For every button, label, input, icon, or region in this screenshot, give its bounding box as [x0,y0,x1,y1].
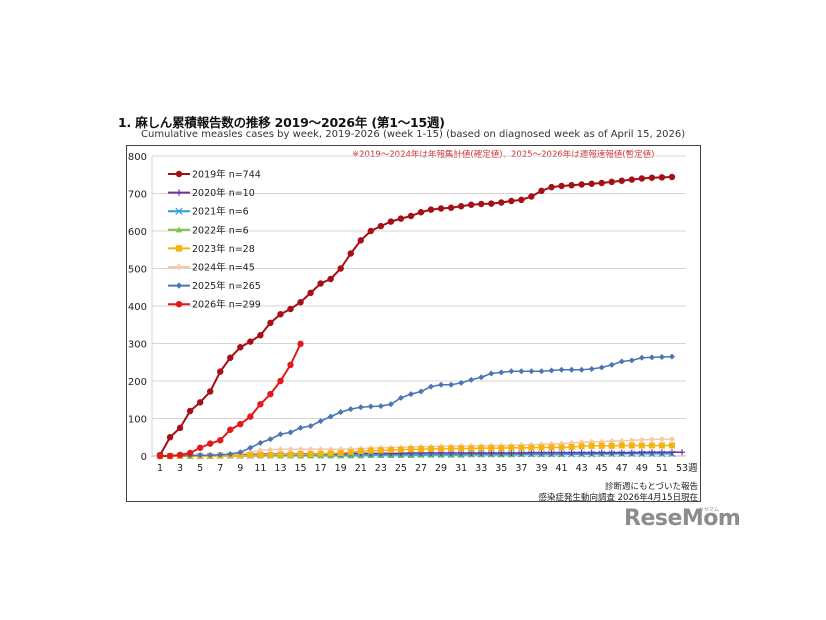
x-tick-label: 27 [415,463,427,474]
x-tick-label: 7 [217,463,223,474]
x-unit-label: 週 [688,462,698,474]
y-tick-label: 700 [128,190,147,201]
x-tick-label: 53 [676,463,688,474]
y-tick-label: 800 [128,152,147,163]
chart-title: 1. 麻しん累積報告数の推移 2019～2026年 (第1～15週) [118,115,445,130]
x-tick-label: 19 [335,463,347,474]
x-tick-label: 31 [455,463,467,474]
legend-item: 2023年 n=28 [168,243,255,255]
legend-label: 2021年 n=6 [192,206,249,218]
x-tick-label: 41 [555,463,567,474]
x-tick-label: 13 [274,463,286,474]
x-tick-label: 11 [254,463,266,474]
x-tick-label: 51 [656,463,668,474]
x-tick-label: 1 [157,463,163,474]
x-tick-label: 25 [395,463,407,474]
legend-item: 2022年 n=6 [168,224,249,236]
x-tick-label: 47 [616,463,628,474]
legend-label: 2020年 n=10 [192,187,255,199]
data-source-note: ※2019～2024年は年報集計値(確定値)、2025～2026年は週報速報値(… [352,150,655,160]
x-tick-label: 21 [355,463,367,474]
x-tick-label: 29 [435,463,447,474]
series-2025 [157,353,675,459]
legend-label: 2023年 n=28 [192,243,255,255]
gridlines [152,155,686,419]
footnote-survey-date: 感染症発生動向調査 2026年4月15日現在 [538,493,698,503]
x-tick-label: 33 [475,463,487,474]
x-tick-label: 35 [495,463,507,474]
resemom-logo: ReseMom [624,506,741,531]
y-tick-label: 0 [141,452,147,463]
x-tick-label: 49 [636,463,648,474]
series-2019 [156,173,676,459]
x-tick-label: 5 [197,463,203,474]
x-tick-label: 23 [375,463,387,474]
y-tick-label: 400 [128,302,147,313]
series-lines [156,173,685,460]
legend-label: 2019年 n=744 [192,169,261,181]
footnote-diagnosis-week: 診断週にもとづいた報告 [605,482,698,492]
x-tick-label: 17 [315,463,327,474]
chart-subtitle: Cumulative measles cases by week, 2019-2… [141,129,686,140]
series-2026 [156,340,304,460]
legend-item: 2019年 n=744 [168,169,261,181]
y-tick-label: 300 [128,340,147,351]
legend-label: 2022年 n=6 [192,224,249,236]
legend-label: 2026年 n=299 [192,299,261,311]
legend-item: 2020年 n=10 [168,187,255,199]
x-tick-label: 9 [237,463,243,474]
x-tick-label: 37 [515,463,527,474]
legend: 2019年 n=744 2020年 n=10 2021年 n=6 2022年 n=6 2… [168,169,261,311]
legend-label: 2025年 n=265 [192,280,261,292]
legend-item: 2024年 n=45 [168,262,255,274]
y-tick-label: 100 [128,415,147,426]
legend-item: 2021年 n=6 [168,206,249,218]
x-tick-label: 3 [177,463,183,474]
legend-item: 2026年 n=299 [168,299,261,311]
x-tick-label: 43 [576,463,588,474]
x-tick-label: 45 [596,463,608,474]
legend-item: 2025年 n=265 [168,280,261,292]
y-tick-label: 200 [128,377,147,388]
resemom-logo-kana: リセマム [699,507,720,513]
y-tick-label: 500 [128,265,147,276]
legend-label: 2024年 n=45 [192,262,255,274]
x-tick-label: 39 [535,463,547,474]
y-tick-label: 600 [128,227,147,238]
x-tick-label: 15 [294,463,306,474]
chart-frame [126,145,701,502]
